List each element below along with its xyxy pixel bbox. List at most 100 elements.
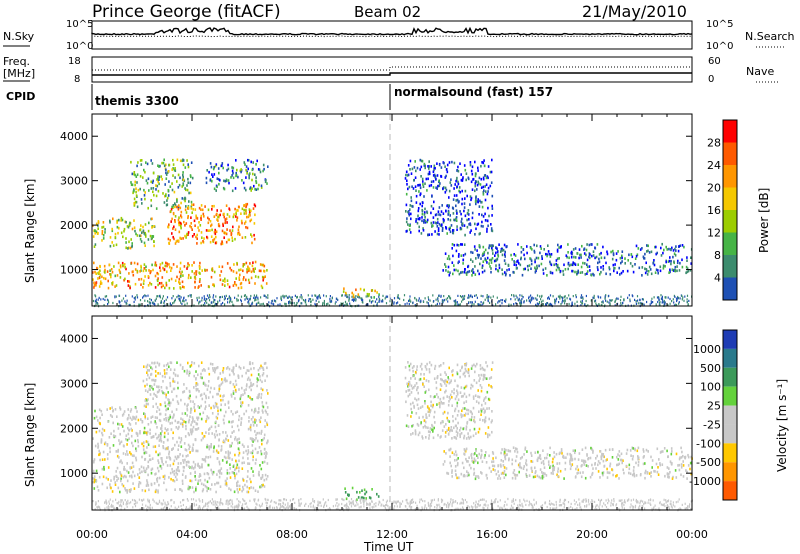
data-cell [163,364,165,368]
data-cell [188,263,190,267]
data-cell [531,298,533,301]
data-cell [490,227,493,230]
data-cell [611,456,614,459]
data-cell [240,403,243,407]
data-cell [157,303,159,306]
data-cell [560,449,563,453]
data-cell [172,167,174,170]
data-cell [485,461,488,464]
data-cell [617,250,619,253]
data-cell [108,263,111,267]
data-cell [138,278,140,281]
data-cell [464,268,466,271]
data-cell [442,362,445,365]
data-cell [508,458,510,462]
data-cell [597,261,599,265]
data-cell [456,392,459,396]
data-cell [300,302,302,305]
data-cell [171,421,173,425]
data-cell [676,298,678,301]
data-cell [130,238,132,241]
data-cell [355,299,357,302]
data-cell [161,261,164,265]
data-cell [663,248,665,252]
data-cell [419,202,421,206]
data-cell [176,400,179,403]
data-cell [540,461,543,465]
data-cell [487,190,489,193]
freq-left-tick-top: 18 [68,56,81,67]
data-cell [454,183,456,186]
data-cell [193,490,195,494]
data-cell [464,449,466,452]
data-cell [177,427,179,431]
data-cell [169,368,172,371]
data-cell [602,245,604,249]
data-cell [567,251,569,254]
data-cell [191,428,194,431]
data-cell [470,386,472,390]
data-cell [154,286,157,289]
data-cell [430,204,433,208]
data-cell [667,475,669,479]
data-cell [464,233,466,237]
data-cell [195,270,197,273]
data-cell [151,367,154,371]
data-cell [315,304,317,307]
data-cell [205,384,207,387]
data-cell [150,298,152,302]
data-cell [128,223,131,227]
data-cell [488,295,490,298]
data-cell [103,465,105,469]
data-cell [382,294,384,297]
data-cell [117,261,120,265]
data-cell [513,294,515,297]
data-cell [579,271,582,274]
data-cell [237,441,239,445]
data-cell [468,393,471,397]
data-cell [453,243,456,247]
data-cell [419,168,421,171]
data-cell [151,162,154,165]
data-cell [353,299,355,303]
data-cell [243,212,246,215]
data-cell [148,488,150,492]
data-cell [190,216,192,219]
data-cell [571,269,573,273]
data-cell [273,303,275,306]
data-cell [176,473,179,476]
data-cell [411,185,413,188]
data-cell [111,406,113,409]
data-cell [424,164,426,168]
data-cell [157,372,159,375]
data-cell [148,369,150,372]
data-cell [166,262,169,265]
data-cell [454,465,457,468]
data-cell [604,448,607,452]
data-cell [594,300,596,303]
data-cell [437,296,439,300]
data-cell [546,302,548,305]
data-cell [225,217,228,220]
data-cell [414,304,416,307]
data-cell [667,260,670,263]
data-cell [249,298,251,301]
data-cell [528,299,530,303]
data-cell [169,381,171,385]
data-cell [265,296,267,299]
data-cell [185,454,188,458]
data-cell [486,294,488,297]
data-cell [155,365,157,369]
data-cell [451,475,453,478]
data-cell [194,277,197,280]
data-cell [235,159,237,162]
data-cell [579,471,582,475]
data-cell [235,283,238,287]
data-cell [172,379,174,383]
data-cell [483,399,485,402]
data-cell [456,301,458,304]
data-cell [552,467,554,470]
data-cell [178,469,181,473]
data-cell [572,269,574,273]
data-cell [177,462,180,465]
